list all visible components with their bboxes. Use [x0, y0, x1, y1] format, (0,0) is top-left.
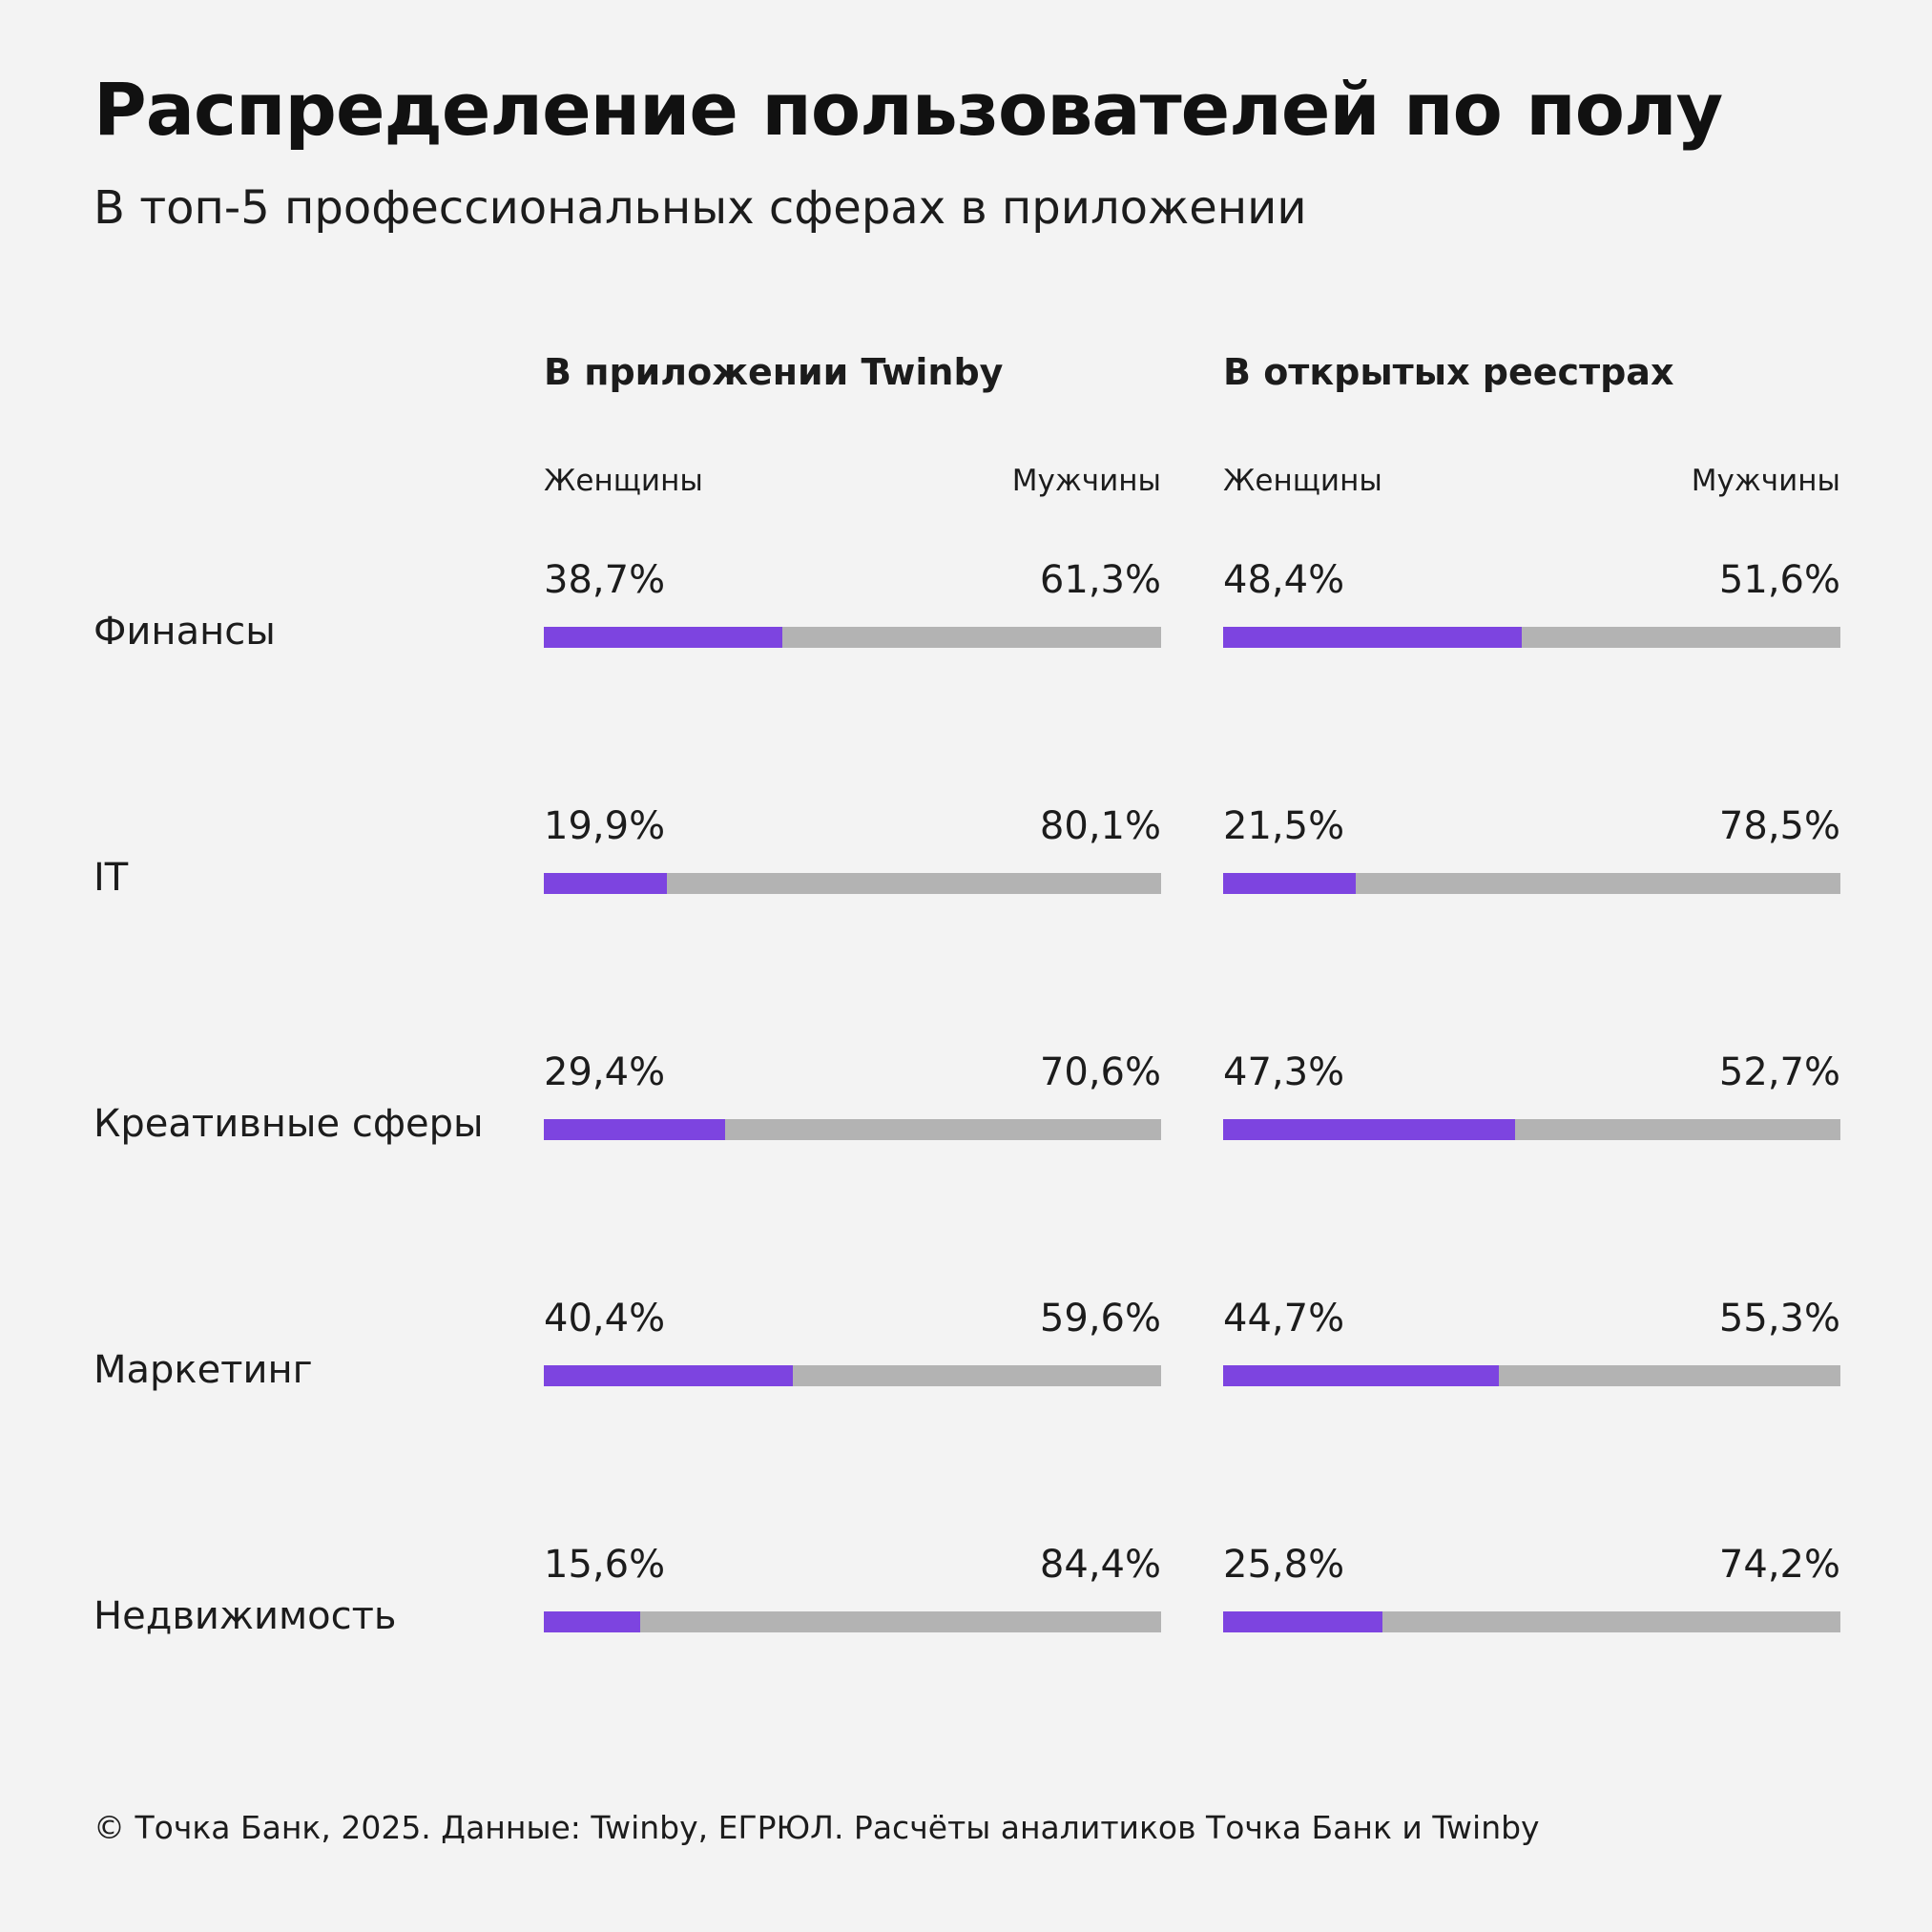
bar-men — [1223, 1611, 1840, 1632]
bar-men — [544, 627, 1161, 648]
data-label-women: 40,4% — [544, 1297, 666, 1340]
data-label-men: 59,6% — [1039, 1297, 1161, 1340]
data-label-women: 25,8% — [1223, 1543, 1345, 1587]
data-label-women: 15,6% — [544, 1543, 666, 1587]
bar-women — [1223, 1365, 1500, 1386]
legend-men-0: Мужчины — [1011, 464, 1161, 498]
page-title: Распределение пользователей по полу — [93, 67, 1723, 152]
data-label-men: 80,1% — [1039, 804, 1161, 848]
bar-men — [544, 1611, 1161, 1632]
bar-men — [1223, 873, 1840, 894]
category-label: Недвижимость — [93, 1594, 397, 1638]
data-label-men: 52,7% — [1718, 1050, 1840, 1094]
bar-women — [544, 627, 783, 648]
data-label-women: 19,9% — [544, 804, 666, 848]
data-label-women: 38,7% — [544, 558, 666, 602]
data-label-men: 70,6% — [1039, 1050, 1161, 1094]
group-title-1: В открытых реестрах — [1223, 351, 1674, 393]
legend-women-0: Женщины — [544, 464, 703, 498]
category-label: Креативные сферы — [93, 1102, 484, 1146]
data-label-men: 78,5% — [1718, 804, 1840, 848]
data-label-men: 51,6% — [1718, 558, 1840, 602]
legend-women-1: Женщины — [1223, 464, 1382, 498]
data-label-women: 29,4% — [544, 1050, 666, 1094]
data-label-men: 84,4% — [1039, 1543, 1161, 1587]
bar-women — [544, 1611, 640, 1632]
bar-women — [1223, 873, 1357, 894]
data-label-men: 55,3% — [1718, 1297, 1840, 1340]
bar-men — [1223, 1365, 1840, 1386]
footer-source: © Точка Банк, 2025. Данные: Twinby, ЕГРЮ… — [93, 1809, 1540, 1846]
bar-men — [544, 873, 1161, 894]
bar-women — [1223, 627, 1523, 648]
legend-men-1: Мужчины — [1691, 464, 1840, 498]
bar-women — [1223, 1119, 1516, 1140]
data-label-men: 61,3% — [1039, 558, 1161, 602]
data-label-women: 48,4% — [1223, 558, 1345, 602]
category-label: Финансы — [93, 610, 276, 654]
category-label: Маркетинг — [93, 1348, 313, 1392]
data-label-women: 44,7% — [1223, 1297, 1345, 1340]
bar-men — [1223, 1119, 1840, 1140]
category-label: IT — [93, 856, 129, 900]
data-label-women: 47,3% — [1223, 1050, 1345, 1094]
bar-women — [544, 873, 667, 894]
bar-women — [1223, 1611, 1382, 1632]
bar-women — [544, 1365, 794, 1386]
page-subtitle: В топ-5 профессиональных сферах в прилож… — [93, 181, 1307, 235]
group-title-0: В приложении Twinby — [544, 351, 1004, 393]
data-label-men: 74,2% — [1718, 1543, 1840, 1587]
bar-men — [544, 1119, 1161, 1140]
bar-men — [1223, 627, 1840, 648]
data-label-women: 21,5% — [1223, 804, 1345, 848]
bar-women — [544, 1119, 726, 1140]
bar-men — [544, 1365, 1161, 1386]
